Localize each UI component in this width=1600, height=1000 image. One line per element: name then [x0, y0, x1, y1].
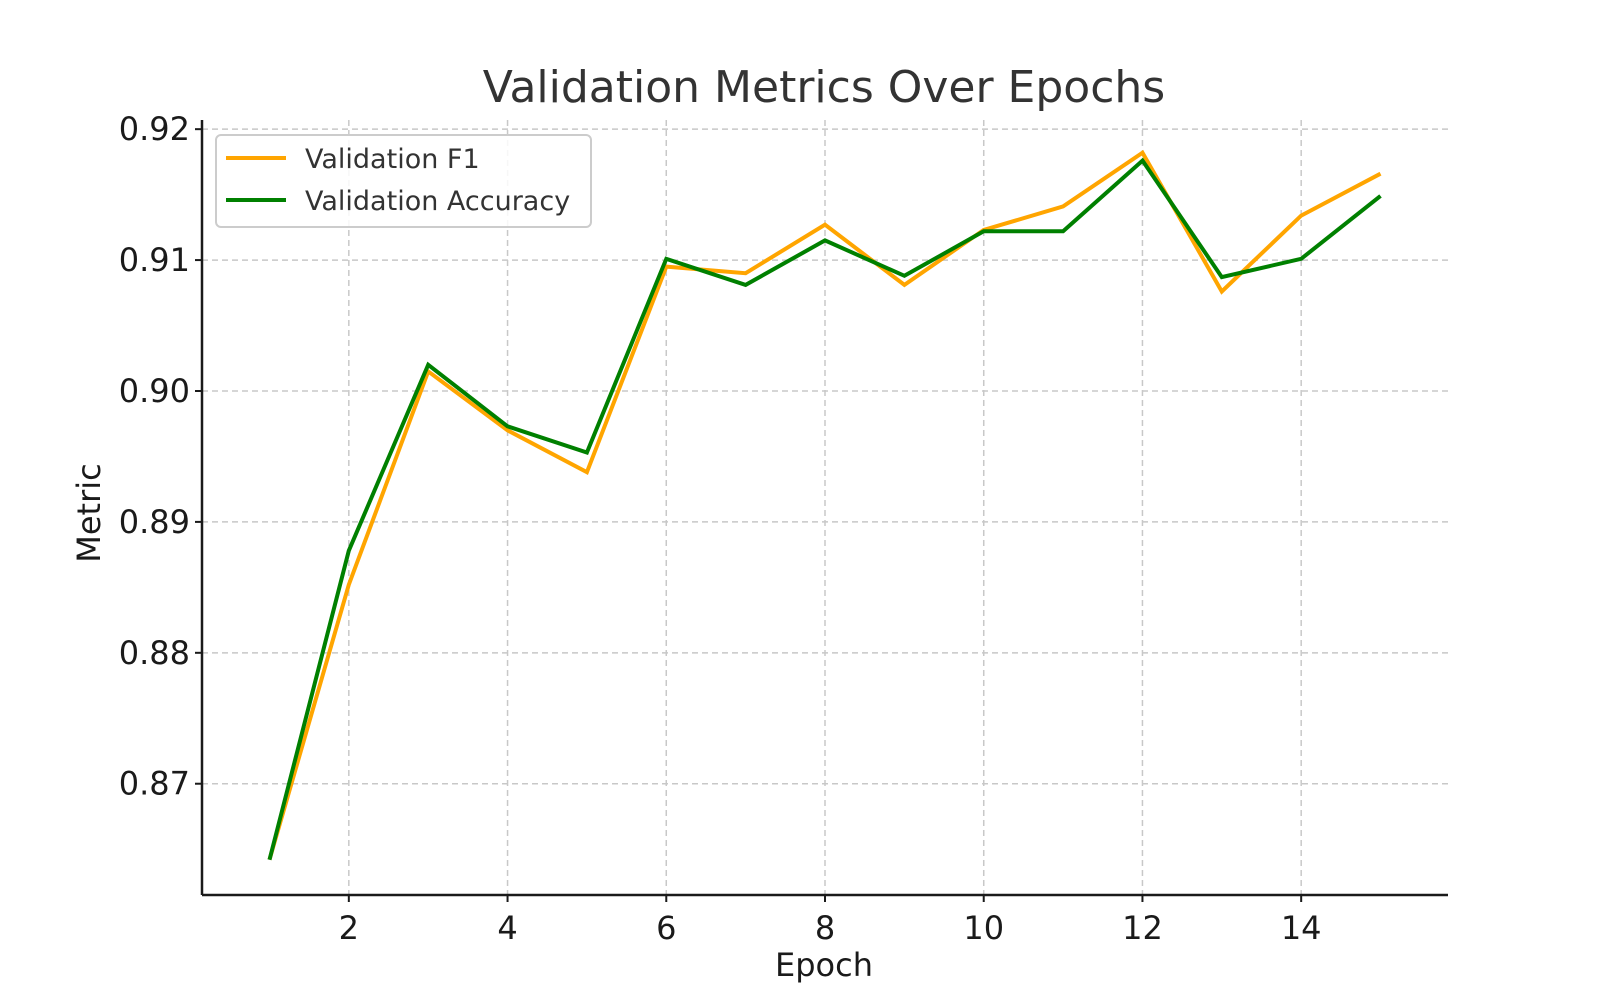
y-tick-label: 0.92	[119, 110, 190, 148]
series-line-validation-f1	[267, 149, 1382, 861]
x-tick-label: 10	[963, 909, 1004, 947]
y-tick-label: 0.88	[119, 634, 190, 672]
series-lines	[267, 149, 1382, 861]
x-tick-label: 2	[339, 909, 359, 947]
legend-label-validation-accuracy: Validation Accuracy	[305, 186, 570, 217]
y-axis-title: Metric	[70, 463, 108, 562]
y-tick-label: 0.87	[119, 765, 190, 803]
x-tick-label: 8	[815, 909, 835, 947]
axes	[195, 120, 1448, 902]
x-tick-label: 6	[656, 909, 676, 947]
x-tick-label: 14	[1281, 909, 1322, 947]
x-axis-title: Epoch	[775, 946, 873, 984]
y-tick-label: 0.89	[119, 503, 190, 541]
chart-title: Validation Metrics Over Epochs	[483, 62, 1165, 113]
tick-labels: 2 4 6 8 10 12 14 0.87 0.88 0.89 0.90 0.91 0.92	[119, 110, 1322, 947]
legend: Validation F1 Validation Accuracy	[215, 134, 592, 228]
y-tick-label: 0.91	[119, 241, 190, 279]
legend-box	[215, 134, 592, 228]
y-tick-label: 0.90	[119, 372, 190, 410]
series-line-validation-accuracy	[267, 157, 1382, 861]
x-tick-label: 4	[497, 909, 517, 947]
x-tick-label: 12	[1122, 909, 1163, 947]
legend-label-validation-f1: Validation F1	[305, 144, 480, 175]
grid	[202, 120, 1448, 895]
